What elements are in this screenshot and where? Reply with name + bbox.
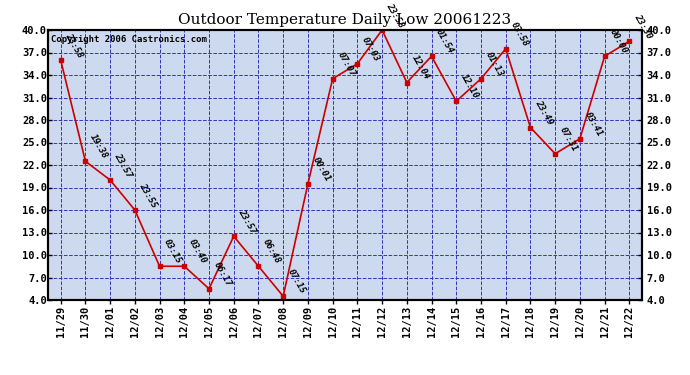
Text: 23:57: 23:57 (237, 208, 258, 236)
Title: Outdoor Temperature Daily Low 20061223: Outdoor Temperature Daily Low 20061223 (179, 13, 511, 27)
Text: 03:40: 03:40 (187, 238, 208, 266)
Text: 23:57: 23:57 (113, 152, 134, 179)
Text: 07:07: 07:07 (335, 50, 357, 78)
Text: 23:30: 23:30 (632, 13, 653, 40)
Text: 19:38: 19:38 (88, 133, 110, 160)
Text: 00:00: 00:00 (607, 28, 629, 56)
Text: 12:04: 12:04 (410, 54, 431, 82)
Text: 23:49: 23:49 (533, 99, 555, 127)
Text: 06:17: 06:17 (212, 260, 233, 288)
Text: 03:15: 03:15 (162, 238, 184, 266)
Text: Copyright 2006 Castronics.com: Copyright 2006 Castronics.com (51, 35, 207, 44)
Text: 01:13: 01:13 (484, 50, 505, 78)
Text: 06:48: 06:48 (262, 238, 282, 266)
Text: 00:01: 00:01 (310, 155, 332, 183)
Text: 01:54: 01:54 (434, 28, 455, 56)
Text: 12:10: 12:10 (459, 73, 480, 100)
Text: 07:15: 07:15 (286, 268, 307, 296)
Text: 23:55: 23:55 (137, 182, 159, 209)
Text: 03:41: 03:41 (582, 110, 604, 138)
Text: 07:03: 07:03 (360, 35, 382, 63)
Text: 23:58: 23:58 (385, 2, 406, 29)
Text: 03:58: 03:58 (509, 20, 530, 48)
Text: 23:58: 23:58 (63, 32, 85, 59)
Text: 07:31: 07:31 (558, 125, 579, 153)
